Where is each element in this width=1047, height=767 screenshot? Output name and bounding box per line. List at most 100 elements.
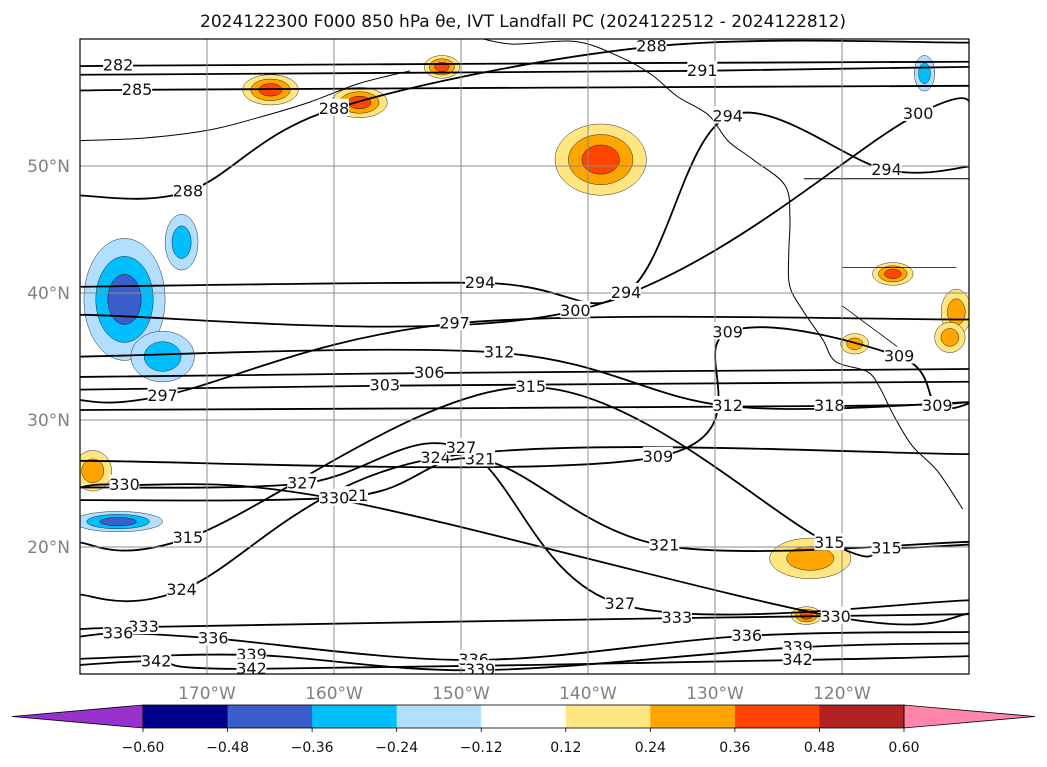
- colorbar-swatch: [481, 705, 567, 728]
- contour-label-bg: [172, 181, 203, 199]
- colorbar-swatch: [650, 705, 736, 728]
- contour-label-285: 285: [122, 80, 153, 99]
- contour-label-333: 333: [128, 617, 159, 636]
- shading-hawaii-west-negative: [99, 517, 137, 526]
- contour-label-324: 324: [166, 580, 197, 599]
- contour-label-bg: [820, 606, 851, 624]
- theta-e-contour-285: [80, 84, 969, 92]
- contour-label-bg: [103, 623, 134, 641]
- contour-label-327: 327: [287, 474, 318, 493]
- shading-west-negative-strip: [171, 225, 192, 259]
- contour-label-309: 309: [643, 447, 674, 466]
- contour-label-bg: [922, 396, 953, 414]
- contour-label-bg: [109, 474, 140, 492]
- contour-label-bg: [484, 342, 515, 360]
- contour-label-bg: [871, 538, 902, 556]
- contour-label-bg: [642, 446, 673, 464]
- theta-e-contour-282: [80, 60, 969, 68]
- map-frame: [79, 38, 970, 675]
- contour-label-bg: [236, 658, 267, 674]
- contour-label-294: 294: [611, 283, 642, 302]
- colorbar-swatch: [734, 705, 820, 728]
- contour-label-bg: [198, 628, 229, 646]
- gridline-layer: [80, 39, 969, 674]
- contour-label-bg: [871, 159, 902, 177]
- colorbar-label: −0.24: [375, 740, 418, 756]
- contour-label-309: 309: [884, 347, 915, 366]
- chart-title: 2024122300 F000 850 hPa θe, IVT Landfall…: [200, 12, 846, 32]
- contour-label-bg: [712, 106, 743, 124]
- contour-label-bg: [141, 651, 172, 669]
- contour-label-288: 288: [319, 99, 350, 118]
- colorbar-swatch: [143, 705, 229, 728]
- contour-label-bg: [731, 625, 762, 643]
- y-tick-label: 40°N: [27, 284, 70, 304]
- contour-label-bg: [439, 313, 470, 331]
- contour-label-bg: [446, 437, 476, 455]
- colorbar-label: 0.60: [888, 740, 919, 756]
- contour-label-315: 315: [814, 533, 845, 552]
- shading-gulf-of-alaska-positive: [581, 144, 620, 175]
- contour-label-336: 336: [198, 628, 229, 647]
- shading-aleutian-positive-mid: [347, 95, 372, 109]
- colorbar-frame: [142, 704, 905, 729]
- contour-label-306: 306: [414, 363, 445, 382]
- contour-label-300: 300: [560, 301, 591, 320]
- colorbar-label: 0.36: [719, 740, 750, 756]
- contour-label-336: 336: [103, 623, 134, 642]
- contour-label-330: 330: [319, 489, 350, 508]
- contour-label-330: 330: [820, 607, 851, 626]
- colorbar-swatch: [312, 705, 398, 728]
- contour-label-bg: [122, 79, 153, 97]
- contour-label-330: 330: [109, 475, 140, 494]
- colorbar-extend-min: [11, 704, 144, 729]
- contour-label-297: 297: [439, 314, 470, 333]
- shading-bc-coast-negative: [918, 62, 931, 84]
- contour-label-294: 294: [465, 273, 496, 292]
- contour-label-bg: [712, 396, 743, 414]
- y-tick-label: 30°N: [27, 411, 70, 431]
- contour-label-300: 300: [903, 104, 934, 123]
- x-tick-label: 140°W: [559, 684, 617, 704]
- shading-west-negative-south: [143, 341, 182, 372]
- contour-label-312: 312: [484, 343, 515, 362]
- contour-label-bg: [884, 346, 915, 364]
- contour-label-bg: [128, 617, 159, 635]
- contour-label-bg: [712, 322, 743, 340]
- colorbar-label: −0.60: [122, 740, 165, 756]
- x-tick-label: 160°W: [305, 684, 363, 704]
- contour-label-288: 288: [636, 37, 667, 56]
- contour-label-315: 315: [516, 377, 547, 396]
- contour-label-303: 303: [370, 376, 401, 395]
- contour-label-bg: [687, 60, 718, 78]
- contour-label-bg: [903, 103, 934, 121]
- colorbar-swatch: [396, 705, 482, 728]
- contour-label-309: 309: [922, 396, 953, 415]
- contour-label-bg: [814, 396, 845, 414]
- north-america-coastline: [481, 39, 964, 510]
- contour-label-bg: [236, 644, 267, 662]
- contour-label-324: 324: [420, 448, 451, 467]
- contour-label-bg: [103, 55, 134, 73]
- shading-nevada-positive: [947, 298, 966, 326]
- contour-label-bg: [661, 608, 692, 626]
- contour-label-339: 339: [465, 660, 496, 679]
- contour-label-294: 294: [712, 107, 743, 126]
- contour-label-bg: [369, 375, 400, 393]
- theta-e-contour-309: [80, 326, 969, 469]
- y-tick-label: 50°N: [27, 157, 70, 177]
- ivt-pc-shading-layer: [80, 55, 969, 625]
- x-tick-label: 150°W: [432, 684, 490, 704]
- colorbar-swatch: [819, 705, 905, 728]
- colorbar-label: 0.12: [550, 740, 581, 756]
- contour-label-bg: [814, 533, 845, 551]
- contour-label-312: 312: [712, 396, 743, 415]
- shading-hawaii-west-positive: [81, 458, 104, 483]
- contour-label-bg: [604, 594, 635, 612]
- contour-label-bg: [414, 363, 445, 381]
- colorbar-label: −0.48: [206, 740, 249, 756]
- contour-label-bg: [515, 376, 546, 394]
- contour-label-bg: [611, 283, 642, 300]
- contour-label-282: 282: [103, 56, 134, 75]
